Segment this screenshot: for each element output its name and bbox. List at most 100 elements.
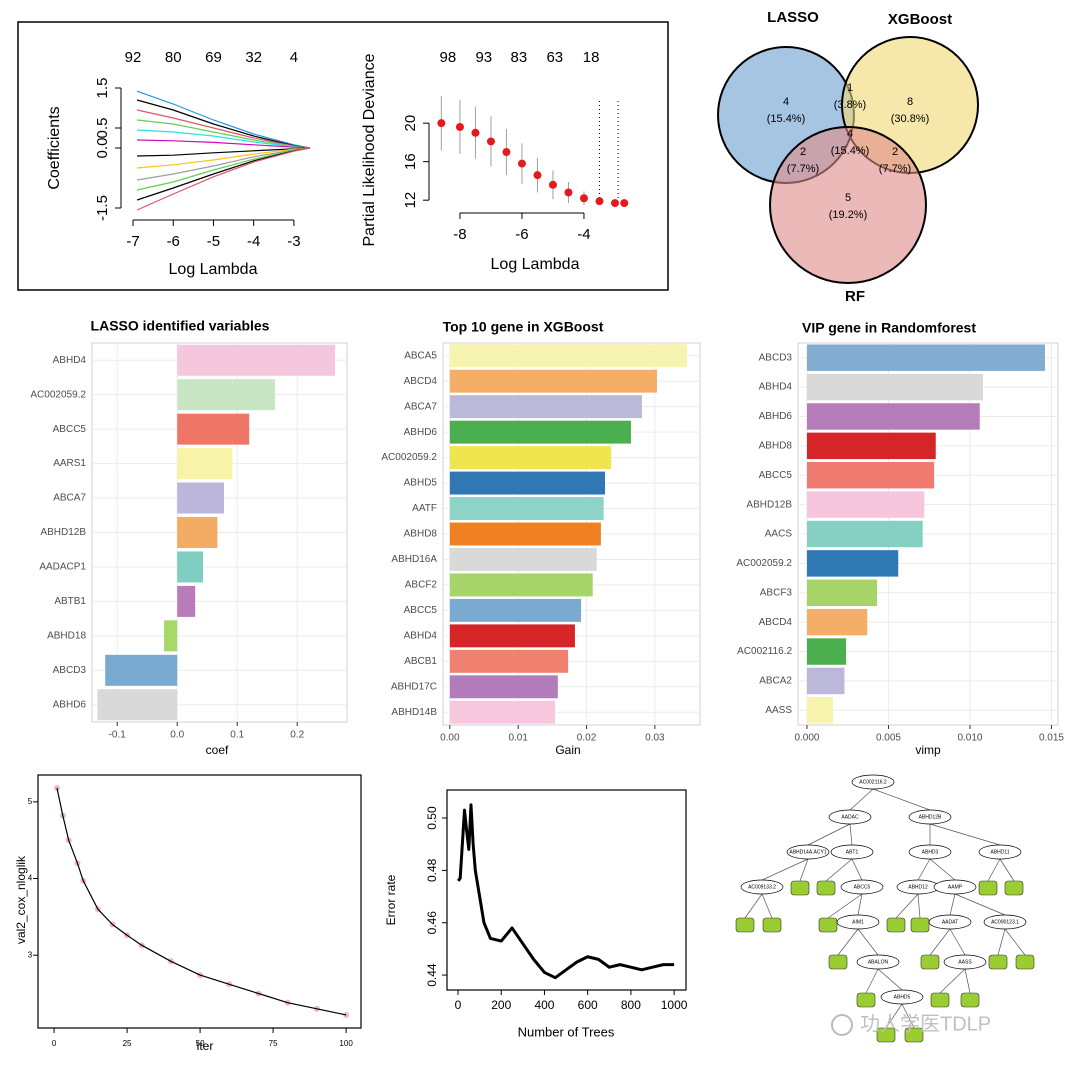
venn-count: 4 xyxy=(783,96,789,108)
tree-edge xyxy=(939,968,966,994)
x-tick-label: -0.1 xyxy=(109,730,127,741)
tree-leaf xyxy=(1004,880,1024,896)
tree-edge xyxy=(1004,928,1026,956)
x-tick-label: -7 xyxy=(126,233,139,250)
category-label: ABCC5 xyxy=(404,605,438,616)
top-label: 93 xyxy=(475,49,492,66)
chart-title: LASSO identified variables xyxy=(91,318,270,334)
bar xyxy=(449,344,688,368)
x-tick-label: 0.010 xyxy=(957,733,982,744)
bar xyxy=(177,379,275,411)
x-tick-label: -6 xyxy=(167,233,180,250)
tree-edge xyxy=(929,823,1001,846)
x-tick-label: 200 xyxy=(491,998,511,1012)
tree-leaf xyxy=(828,954,848,970)
bar xyxy=(177,344,335,376)
tree-leaf xyxy=(762,917,782,933)
cv-point xyxy=(502,148,511,157)
bar xyxy=(449,497,604,520)
y-tick-label: -1.5 xyxy=(94,195,111,221)
line xyxy=(457,803,675,980)
category-label: ABTB1 xyxy=(54,596,86,607)
category-label: ABHD5 xyxy=(404,478,438,489)
bar xyxy=(177,551,203,583)
cv-point xyxy=(595,197,604,206)
y-tick-label: 12 xyxy=(402,192,419,209)
tree-edge xyxy=(851,858,863,881)
category-label: ABCC5 xyxy=(759,470,793,481)
category-label: ABHD16A xyxy=(391,554,437,565)
tree-edge xyxy=(877,968,903,991)
tree-node-label: ABHD14A.ACY1 xyxy=(789,849,826,855)
tree-edge xyxy=(885,1003,903,1029)
top-label: 32 xyxy=(245,49,262,66)
x-tick-label: 0.0 xyxy=(170,730,184,741)
bar xyxy=(806,667,845,695)
y-tick-label: 0.44 xyxy=(425,963,439,987)
venn-percent: (3.8%) xyxy=(834,99,866,111)
tree-node-label: ABHD11 xyxy=(990,849,1009,855)
category-label: ABCA2 xyxy=(759,676,792,687)
x-tick-label: 0.2 xyxy=(290,730,304,741)
category-label: AC002116.2 xyxy=(737,646,792,657)
bar xyxy=(806,403,980,430)
venn-count: 2 xyxy=(892,146,898,158)
tree-edge xyxy=(954,893,1006,916)
top-label: 18 xyxy=(583,49,600,66)
category-label: AC002059.2 xyxy=(736,558,792,569)
watermark-icon xyxy=(831,1014,853,1036)
tree-edge xyxy=(949,928,966,956)
bar xyxy=(449,420,631,444)
y-tick-label: 4 xyxy=(28,874,33,883)
tree-leaf xyxy=(904,1027,924,1043)
bar xyxy=(806,344,1045,371)
tree-node xyxy=(840,879,884,895)
y-tick-label: 16 xyxy=(402,153,419,170)
x-tick-label: 50 xyxy=(196,1039,205,1048)
tree-edge xyxy=(964,968,971,994)
tree-edge xyxy=(857,928,879,956)
tree-edge xyxy=(929,928,951,956)
x-tick-label: 800 xyxy=(621,998,641,1012)
category-label: ABCF2 xyxy=(405,580,438,591)
bar xyxy=(449,522,601,546)
venn-percent: (15.4%) xyxy=(767,113,806,125)
tree-leaf xyxy=(886,917,906,933)
tree-node-label: AC090123.1 xyxy=(991,919,1019,925)
category-label: ABCD4 xyxy=(404,376,438,387)
y-axis-label: Coefficients xyxy=(46,106,63,189)
tree-leaf xyxy=(910,917,930,933)
x-tick-label: 0.00 xyxy=(440,733,460,744)
venn-percent: (7.7%) xyxy=(879,163,911,175)
category-label: AACS xyxy=(765,529,793,540)
tree-leaf xyxy=(960,992,980,1008)
tree-node-label: ABALON xyxy=(868,959,889,965)
tree-node-label: AIM1 xyxy=(852,919,864,925)
tree-leaf xyxy=(930,992,950,1008)
bar xyxy=(449,624,575,648)
x-axis-label: Gain xyxy=(555,743,580,757)
venn-count: 8 xyxy=(907,96,913,108)
x-tick-label: 0.02 xyxy=(577,733,597,744)
tree-node-label: AADAC xyxy=(841,814,859,820)
tree-node-label: AAMP xyxy=(948,884,963,890)
y-tick-label: 3 xyxy=(28,950,33,959)
top-label: 92 xyxy=(125,49,142,66)
tree-leaf xyxy=(818,917,838,933)
top-label: 80 xyxy=(165,49,182,66)
bar xyxy=(806,520,923,548)
category-label: AARS1 xyxy=(53,458,86,469)
tree-leaf xyxy=(816,880,836,896)
category-label: ABCB1 xyxy=(404,656,437,667)
tree-edge xyxy=(849,823,853,846)
category-label: ABHD17C xyxy=(391,681,437,692)
cv-point xyxy=(437,119,446,128)
bar xyxy=(449,471,605,495)
tree-leaf xyxy=(876,1027,896,1043)
tree-edge xyxy=(895,893,919,919)
bar xyxy=(806,550,899,577)
tree-node xyxy=(856,954,900,970)
coef-path xyxy=(136,90,311,149)
category-label: AADACP1 xyxy=(39,562,86,573)
category-label: ABCA5 xyxy=(404,350,437,361)
